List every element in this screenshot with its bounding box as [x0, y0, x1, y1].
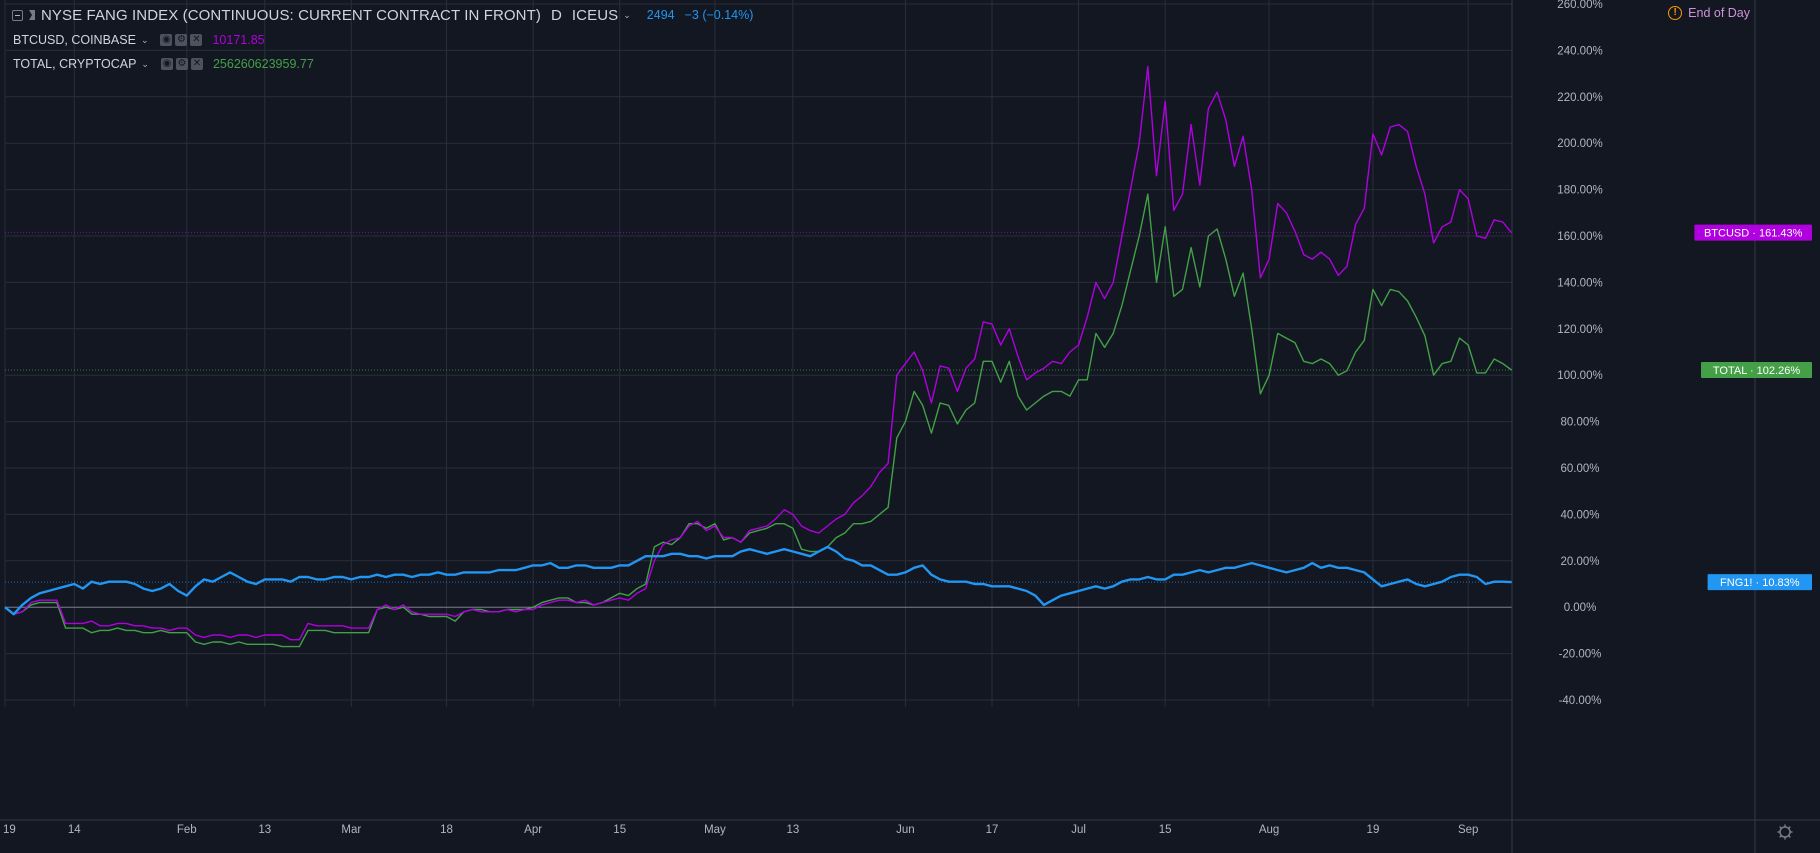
- x-tick-label: 14: [68, 824, 81, 836]
- y-tick-label: 260.00%: [1557, 0, 1602, 11]
- main-last-value: 2494: [646, 8, 675, 22]
- x-tick-label: Sep: [1458, 824, 1478, 836]
- exchange-label[interactable]: ICEUS: [571, 6, 619, 24]
- y-tick-label: 140.00%: [1557, 277, 1602, 289]
- chevron-down-icon[interactable]: ⌄: [140, 34, 149, 45]
- y-tick-label: -20.00%: [1559, 649, 1602, 661]
- series-line-fng1: [4, 545, 1512, 616]
- y-tick-label: 60.00%: [1560, 463, 1599, 475]
- legend-symbol[interactable]: TOTAL, CRYPTOCAP: [13, 57, 137, 71]
- eye-icon[interactable]: ◉: [160, 34, 173, 46]
- x-tick-label: Apr: [524, 824, 542, 836]
- last-value-label: BTCUSD · 161.43%: [1704, 228, 1803, 240]
- y-tick-label: 160.00%: [1557, 231, 1602, 243]
- settings-icon[interactable]: ⚙: [175, 34, 188, 46]
- x-tick-label: Jul: [1071, 824, 1086, 836]
- y-tick-label: 200.00%: [1557, 138, 1602, 150]
- y-tick-label: 180.00%: [1557, 185, 1602, 197]
- last-value-tag: [1701, 361, 1812, 378]
- x-tick-label: 19: [3, 824, 16, 836]
- end-of-day-indicator[interactable]: ! End of Day: [1668, 6, 1750, 20]
- x-tick-label: Jun: [896, 824, 915, 836]
- x-tick-label: 15: [613, 824, 626, 836]
- y-tick-label: 100.00%: [1557, 370, 1602, 382]
- legend-row-total[interactable]: TOTAL, CRYPTOCAP ⌄ ◉ ⚙ ✕ 256260623959.77: [0, 54, 314, 74]
- flag-icon: [29, 10, 35, 20]
- legend-row-btc[interactable]: BTCUSD, COINBASE ⌄ ◉ ⚙ ✕ 10171.85: [0, 30, 265, 50]
- legend-value: 256260623959.77: [212, 57, 314, 71]
- series-line-total: [4, 193, 1512, 648]
- y-tick-label: 240.00%: [1557, 45, 1602, 57]
- x-tick-label: Feb: [177, 824, 197, 836]
- last-value-tag: [1694, 224, 1812, 241]
- gear-icon[interactable]: [1777, 824, 1793, 840]
- end-of-day-label: End of Day: [1688, 6, 1750, 20]
- x-tick-label: 13: [786, 824, 799, 836]
- y-tick-label: 0.00%: [1564, 602, 1597, 614]
- x-tick-label: 17: [986, 824, 999, 836]
- series-line-btcusd: [4, 65, 1513, 641]
- chart-legend: NYSE FANG INDEX (CONTINUOUS: CURRENT CON…: [0, 0, 1200, 80]
- x-tick-label: May: [704, 824, 726, 836]
- x-tick-label: 18: [440, 824, 453, 836]
- eye-icon[interactable]: ◉: [160, 58, 173, 70]
- last-value-tag: [1707, 574, 1812, 591]
- x-tick-label: 19: [1367, 824, 1380, 836]
- alert-icon: !: [1668, 6, 1683, 20]
- y-tick-label: 80.00%: [1560, 417, 1599, 429]
- collapse-icon[interactable]: [12, 9, 23, 21]
- y-tick-label: 20.00%: [1560, 556, 1599, 568]
- close-icon[interactable]: ✕: [190, 34, 203, 46]
- last-value-label: TOTAL · 102.26%: [1713, 365, 1800, 377]
- x-tick-label: 15: [1159, 824, 1172, 836]
- chevron-down-icon[interactable]: ⌄: [623, 9, 631, 20]
- last-value-label: FNG1! · 10.83%: [1720, 577, 1800, 589]
- x-tick-label: 13: [258, 824, 271, 836]
- y-tick-label: -40.00%: [1559, 695, 1602, 707]
- y-tick-label: 120.00%: [1557, 324, 1602, 336]
- y-tick-label: 40.00%: [1560, 509, 1599, 521]
- close-icon[interactable]: ✕: [190, 58, 203, 70]
- interval-label[interactable]: D: [550, 6, 562, 24]
- legend-symbol[interactable]: BTCUSD, COINBASE: [13, 33, 136, 47]
- main-change: −3 (−0.14%): [684, 8, 754, 22]
- main-series-title[interactable]: NYSE FANG INDEX (CONTINUOUS: CURRENT CON…: [41, 6, 541, 24]
- x-tick-label: Mar: [341, 824, 361, 836]
- main-series-row[interactable]: NYSE FANG INDEX (CONTINUOUS: CURRENT CON…: [0, 5, 753, 25]
- settings-icon[interactable]: ⚙: [175, 58, 188, 70]
- y-tick-label: 220.00%: [1557, 92, 1602, 104]
- legend-value: 10171.85: [212, 33, 265, 47]
- chevron-down-icon[interactable]: ⌄: [141, 58, 149, 69]
- x-tick-label: Aug: [1259, 824, 1279, 836]
